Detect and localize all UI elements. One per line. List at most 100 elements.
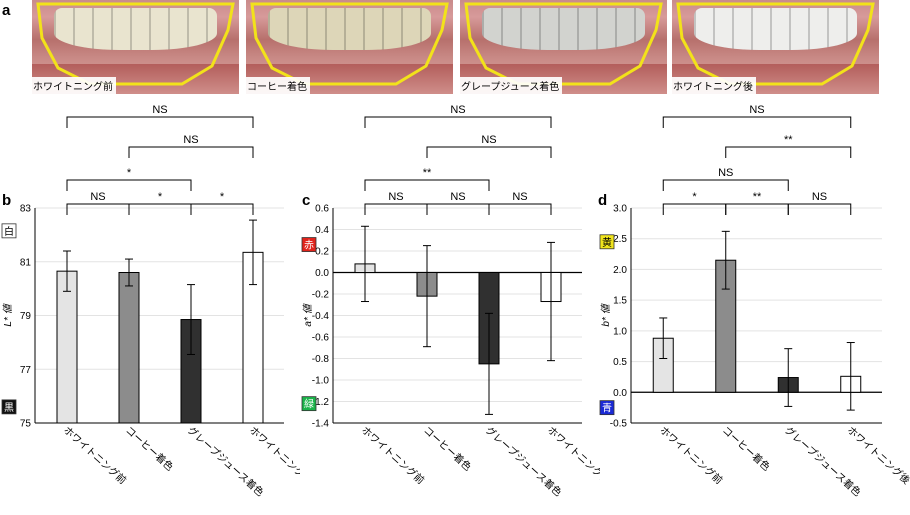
y-tick-label: 79 xyxy=(20,311,32,322)
significance-bracket xyxy=(787,203,852,215)
y-tick-label: 3.0 xyxy=(613,204,627,215)
photo-label: コーヒー着色 xyxy=(246,77,310,94)
bar xyxy=(118,272,140,424)
significance-label: NS xyxy=(481,134,496,146)
teeth-image xyxy=(268,8,431,50)
chart-b-value: -0.50.00.51.01.52.02.53.0ホワイトニング前コーヒー着色グ… xyxy=(599,104,910,499)
photo-label: ホワイトニング後 xyxy=(672,77,756,94)
teeth-image xyxy=(694,8,857,50)
y-tick-label: 0.4 xyxy=(315,225,329,236)
y-tick-label: 2.5 xyxy=(613,234,627,245)
y-tick-label: -0.2 xyxy=(312,290,330,301)
x-category-label: ホワイトニング前 xyxy=(359,424,427,487)
photo-before-whitening: ホワイトニング前 xyxy=(32,0,239,94)
y-tick-label: 77 xyxy=(20,365,32,376)
y-tick-label: 0.0 xyxy=(613,388,627,399)
x-category-label: コーヒー着色 xyxy=(421,424,474,474)
y-tick-label: 0.5 xyxy=(613,357,627,368)
color-direction-label: 黄 xyxy=(602,236,612,249)
x-category-label: ホワイトニング後 xyxy=(845,424,910,487)
significance-bracket xyxy=(725,146,852,158)
significance-bracket xyxy=(66,179,192,191)
significance-bracket xyxy=(66,203,130,215)
significance-label: NS xyxy=(388,191,403,203)
x-category-label: ホワイトニング後 xyxy=(247,424,300,487)
y-tick-label: -0.8 xyxy=(312,354,330,365)
significance-bracket xyxy=(662,179,789,191)
y-tick-label: 83 xyxy=(20,204,32,215)
significance-label: * xyxy=(220,191,225,203)
significance-label: NS xyxy=(450,191,465,203)
photo-label: グレープジュース着色 xyxy=(460,77,563,94)
significance-bracket xyxy=(364,203,428,215)
significance-label: * xyxy=(158,191,163,203)
color-direction-label: 白 xyxy=(4,225,14,238)
photo-coffee-stain: コーヒー着色 xyxy=(246,0,453,94)
significance-label: * xyxy=(127,167,132,179)
bar xyxy=(56,270,78,424)
photo-grape-juice-stain: グレープジュース着色 xyxy=(460,0,667,94)
y-tick-label: 81 xyxy=(20,257,32,268)
color-direction-badge xyxy=(1,223,17,239)
y-tick-label: 1.5 xyxy=(613,296,627,307)
color-direction-badge xyxy=(599,234,615,250)
significance-bracket xyxy=(190,203,254,215)
panel-letter-b: b xyxy=(2,192,12,209)
x-category-label: コーヒー着色 xyxy=(720,424,773,474)
y-tick-label: -1.0 xyxy=(312,376,330,387)
teeth-image xyxy=(482,8,645,50)
significance-label: NS xyxy=(450,104,465,116)
significance-label: NS xyxy=(512,191,527,203)
y-tick-label: 75 xyxy=(20,419,32,430)
significance-bracket xyxy=(128,146,254,158)
color-direction-badge xyxy=(599,400,615,416)
color-direction-label: 青 xyxy=(602,402,612,415)
significance-bracket xyxy=(364,179,490,191)
y-axis-title: L* 値 xyxy=(2,302,14,326)
significance-label: NS xyxy=(749,104,764,116)
color-direction-badge xyxy=(301,237,317,252)
teeth-image xyxy=(54,8,217,50)
significance-bracket xyxy=(364,116,552,128)
y-tick-label: 0.2 xyxy=(315,247,329,258)
y-tick-label: 2.0 xyxy=(613,265,627,276)
photo-label: ホワイトニング前 xyxy=(32,77,116,94)
x-category-label: ホワイトニング前 xyxy=(61,424,129,487)
tooth-region-outline xyxy=(676,2,875,86)
color-direction-badge xyxy=(301,396,317,412)
color-direction-label: 赤 xyxy=(304,240,314,252)
y-axis-title: a* 値 xyxy=(302,302,314,326)
panel-letter-d: d xyxy=(598,192,608,209)
significance-label: NS xyxy=(152,104,167,116)
significance-bracket xyxy=(488,203,552,215)
y-tick-label: -1.4 xyxy=(312,419,330,430)
y-tick-label: 0.6 xyxy=(315,204,329,215)
significance-label: NS xyxy=(183,134,198,146)
y-tick-label: 1.0 xyxy=(613,326,627,337)
significance-label: NS xyxy=(718,167,733,179)
significance-label: NS xyxy=(812,191,827,203)
significance-bracket xyxy=(128,203,192,215)
y-tick-label: -0.6 xyxy=(312,333,330,344)
y-tick-label: -0.5 xyxy=(610,419,628,430)
tooth-region-outline xyxy=(250,2,449,86)
significance-label: NS xyxy=(90,191,105,203)
significance-bracket xyxy=(66,116,254,128)
panel-letter-c: c xyxy=(302,192,311,209)
x-category-label: ホワイトニング後 xyxy=(545,424,600,487)
y-tick-label: -1.2 xyxy=(312,397,330,408)
significance-label: ** xyxy=(423,167,432,179)
significance-bracket xyxy=(725,203,789,215)
photo-after-whitening: ホワイトニング後 xyxy=(672,0,879,94)
y-tick-label: 0.0 xyxy=(315,268,329,279)
y-tick-label: -0.4 xyxy=(312,311,330,322)
tooth-region-outline xyxy=(36,2,235,86)
significance-label: ** xyxy=(753,191,762,203)
significance-label: ** xyxy=(784,134,793,146)
color-direction-label: 緑 xyxy=(304,398,314,411)
y-axis-title: b* 値 xyxy=(600,302,612,326)
significance-label: * xyxy=(692,191,697,203)
significance-bracket xyxy=(426,203,490,215)
chart-a-value: -1.4 -1.2 -1.0 -0.8 -0.6 -0.4 -0.2 0.0 0.2 0.4 0.6… xyxy=(301,104,600,499)
color-direction-badge xyxy=(1,399,17,415)
